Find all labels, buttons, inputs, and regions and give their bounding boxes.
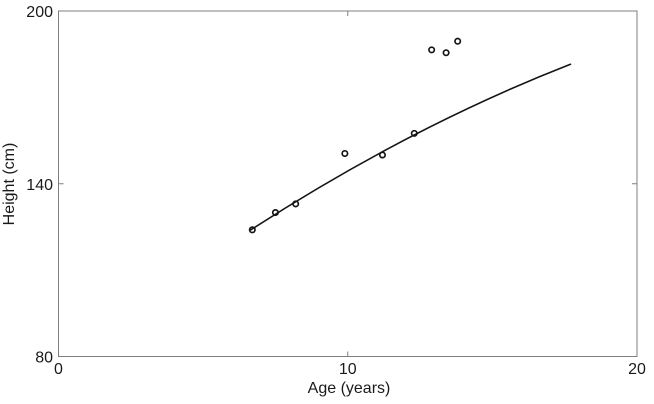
data-point-marker (454, 37, 462, 45)
plot-border (58, 10, 638, 357)
y-tick-label: 80 (35, 350, 53, 367)
fitted-curve (250, 63, 572, 231)
y-tick-label: 140 (26, 177, 53, 194)
y-axis-title: Height (cm) (1, 142, 18, 226)
x-axis-title: Age (years) (307, 380, 391, 397)
data-point-marker (428, 46, 436, 54)
y-tick-label: 200 (26, 4, 53, 21)
x-tick-label: 20 (628, 361, 646, 378)
data-point-marker (442, 49, 450, 57)
x-tick-label: 0 (54, 361, 63, 378)
x-tick-label: 10 (339, 361, 357, 378)
data-point-marker (341, 149, 349, 158)
